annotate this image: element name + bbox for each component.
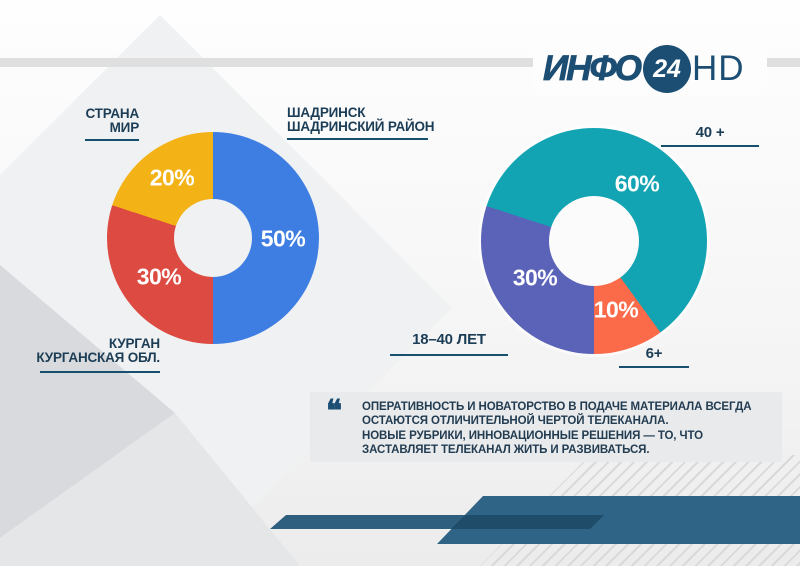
logo-24-number: 24 [653, 54, 681, 83]
donut-hole [549, 196, 639, 286]
callout-underline [661, 145, 759, 147]
logo-wordmark: ИНФО [543, 49, 643, 89]
quote-mark-icon: ❝ [326, 395, 343, 428]
callout-strana-mir: СТРАНА МИР [69, 107, 139, 141]
callout-underline [390, 354, 508, 356]
callout-shadrinsk: ШАДРИНСК ШАДРИНСКИЙ РАЙОН [287, 106, 457, 140]
slice-value-label: 60% [614, 170, 660, 197]
slice-value-label: 10% [593, 296, 639, 323]
slice-value-label: 30% [136, 263, 182, 290]
info24hd-logo: ИНФО 24 HD [543, 44, 745, 94]
logo-hd-suffix: HD [692, 49, 745, 88]
donut-chart-age [481, 128, 707, 354]
slice-value-label: 20% [149, 164, 195, 191]
callout-underline [40, 371, 160, 373]
slice-value-label: 30% [512, 264, 558, 291]
logo-24-badge: 24 [643, 45, 691, 93]
donut-chart-geography [107, 132, 319, 344]
quote-box: ❝ ОПЕРАТИВНОСТЬ И НОВАТОРСТВО В ПОДАЧЕ М… [310, 392, 782, 462]
header-divider-band [0, 58, 800, 67]
callout-age-6plus: 6+ [612, 346, 696, 368]
callout-kurgan: КУРГАН КУРГАНСКАЯ ОБЛ. [35, 337, 160, 373]
callout-age-40plus: 40 + [660, 125, 760, 147]
callout-underline [287, 138, 428, 140]
callout-underline [85, 139, 139, 141]
slice-value-label: 50% [260, 225, 306, 252]
quote-text: ОПЕРАТИВНОСТЬ И НОВАТОРСТВО В ПОДАЧЕ МАТ… [362, 401, 752, 457]
callout-underline [619, 366, 689, 368]
callout-age-18-40: 18–40 ЛЕТ [390, 332, 508, 356]
donut-hole [174, 199, 252, 277]
